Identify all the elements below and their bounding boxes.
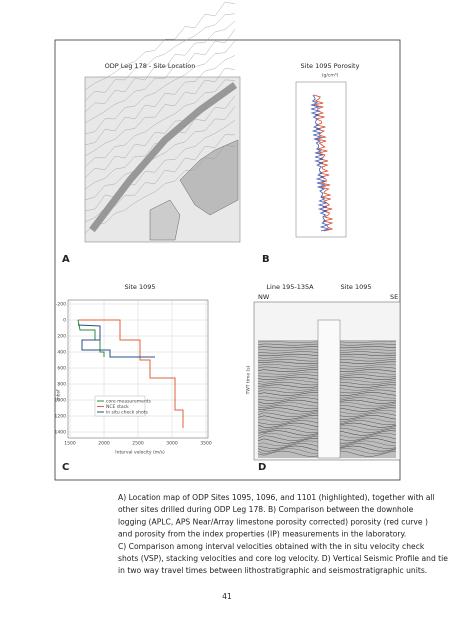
velocity-curves (77, 319, 184, 428)
caption-line: and porosity from the index properties (… (118, 530, 406, 539)
y-tick-label: 200 (57, 334, 66, 340)
x-tick-label: 3000 (166, 441, 178, 447)
y-tick-label: 800 (57, 382, 66, 388)
page-number: 41 (222, 592, 232, 601)
y-tick-label: 1000 (55, 398, 67, 404)
porosity-plot (295, 81, 347, 238)
direction-label: SE (390, 293, 398, 301)
legend-label: in situ check shots (106, 410, 148, 416)
contour (84, 134, 236, 223)
contour (84, 87, 236, 179)
contour (84, 120, 236, 212)
panel-c-title: Site 1095 (124, 283, 155, 291)
caption-line: in two way travel times between lithostr… (118, 566, 427, 575)
panel-label: B (262, 254, 270, 265)
contour (84, 1, 236, 91)
y-tick-label: 0 (63, 318, 66, 324)
y-tick-label: -200 (56, 302, 66, 308)
caption-line: other sites drilled during ODP Leg 178. … (118, 505, 414, 514)
direction-label: NW (258, 293, 270, 301)
y-tick-label: 600 (57, 366, 66, 372)
x-tick-label: 1500 (64, 441, 76, 447)
caption: A) Location map of ODP Sites 1095, 1096,… (118, 493, 448, 575)
contour (84, 55, 236, 146)
caption-line: shots (VSP), stacking velocities and cor… (118, 554, 448, 563)
caption-line: A) Location map of ODP Sites 1095, 1096,… (118, 493, 435, 502)
contour (84, 13, 236, 102)
y-tick-label: 400 (57, 350, 66, 356)
panel-d-title: Line 195-135A (266, 283, 314, 291)
contour (84, 20, 236, 113)
caption-line: logging (APLC, APS Near/Array limestone … (118, 517, 428, 526)
contour (84, 67, 236, 157)
panel-b-title: Site 1095 Porosity (301, 62, 360, 70)
y-axis-label: mbsf (56, 389, 62, 401)
contour (84, 95, 236, 190)
x-axis-label: Interval velocity (m/s) (115, 450, 165, 456)
site-label: Site 1095 (340, 283, 371, 291)
figure-frame (54, 39, 401, 481)
seismic-profile (253, 301, 401, 461)
panel-label: C (62, 462, 69, 473)
panel-b-unit: (g/cm³) (322, 73, 339, 79)
contour (84, 79, 236, 168)
contour (84, 40, 236, 135)
caption-line: C) Comparison among interval velocities … (118, 542, 425, 551)
map (84, 1, 241, 243)
panel-label: A (62, 254, 70, 265)
x-tick-label: 2500 (132, 441, 144, 447)
panel-label: D (258, 462, 266, 473)
x-tick-label: 2000 (98, 441, 110, 447)
panel-a-title: ODP Leg 178 - Site Location (105, 62, 196, 70)
y-tick-label: 1400 (55, 430, 67, 436)
legend-box (94, 395, 146, 417)
y-tick-label: 1200 (55, 414, 67, 420)
contour (84, 145, 236, 234)
legend-label: core measurements (106, 399, 152, 405)
legend-label: NCE stack (106, 404, 129, 410)
y-axis-label: TWT time (s) (246, 365, 252, 395)
x-tick-label: 3500 (200, 441, 212, 447)
contour (84, 106, 236, 201)
contour (84, 29, 236, 124)
